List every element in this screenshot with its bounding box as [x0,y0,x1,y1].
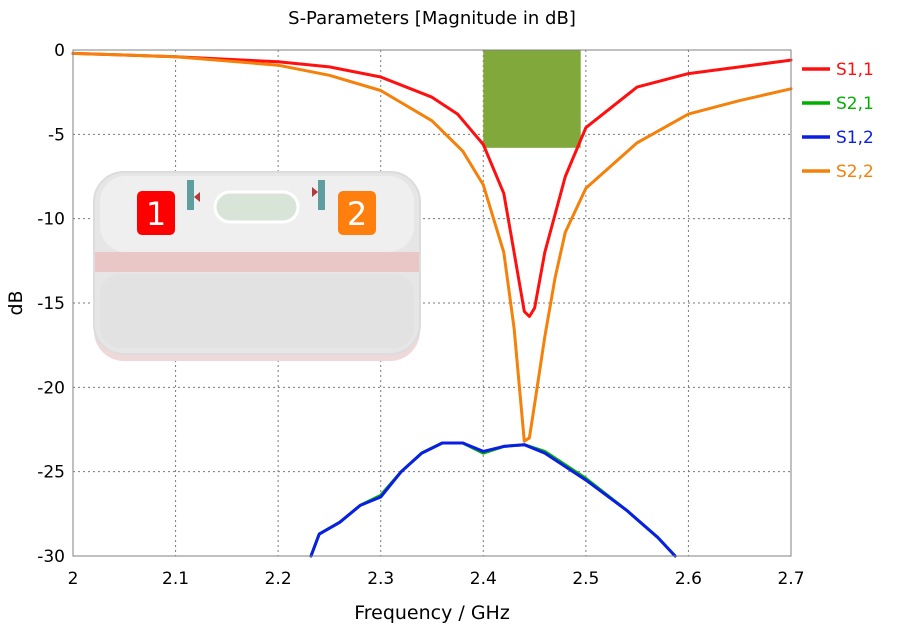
device-inset: 1 2 [93,171,421,361]
series-line-s1-2 [309,441,677,558]
port2-arrow-icon [312,187,318,197]
y-tick-label: -30 [37,547,65,567]
legend-label: S2,1 [836,94,874,114]
y-tick-label: -25 [37,463,65,483]
port2-badge [338,191,376,235]
legend-label: S1,1 [836,60,874,80]
y-tick-label: 0 [54,41,65,61]
y-tick-label: -5 [48,125,65,145]
x-tick-label: 2 [68,569,79,589]
port1-connector [187,180,194,210]
x-tick-label: 2.4 [470,569,497,589]
series-line-s1-1 [71,51,793,318]
band-layer [483,50,581,148]
frequency-band-marker [483,50,581,148]
legend: S1,1 S2,1 S1,2 S2,2 [802,60,874,182]
chart-title: S-Parameters [Magnitude in dB] [288,8,576,29]
y-tick-label: -15 [37,294,65,314]
series-line-s2-1 [309,441,677,558]
plot-frame [72,49,792,557]
port2-connector [318,180,325,210]
port2-label: 2 [347,195,367,233]
port1-arrow-icon [194,192,200,202]
port1-label: 1 [146,195,166,233]
x-tick-label: 2.1 [162,569,189,589]
x-tick-label: 2.5 [572,569,599,589]
series-layer [71,51,793,558]
y-tick-label: -20 [37,378,65,398]
y-axis-label: dB [5,290,27,315]
legend-label: S2,2 [836,162,874,182]
tick-labels: 2 2.1 2.2 2.3 2.4 2.5 2.6 2.7 0 -5 -10 -15 -20 -25 -30 [37,41,804,589]
x-tick-label: 2.3 [367,569,394,589]
device-lower-face [100,274,414,348]
legend-label: S1,2 [836,128,874,148]
series-line-s2-2 [71,51,793,443]
x-tick-label: 2.6 [675,569,702,589]
x-tick-label: 2.2 [265,569,292,589]
device-stripe [95,252,419,272]
port1-badge [137,191,175,235]
x-axis-label: Frequency / GHz [354,602,510,624]
grid [73,50,791,556]
x-tick-label: 2.7 [777,569,804,589]
y-tick-label: -10 [37,210,65,230]
device-window [213,190,300,224]
